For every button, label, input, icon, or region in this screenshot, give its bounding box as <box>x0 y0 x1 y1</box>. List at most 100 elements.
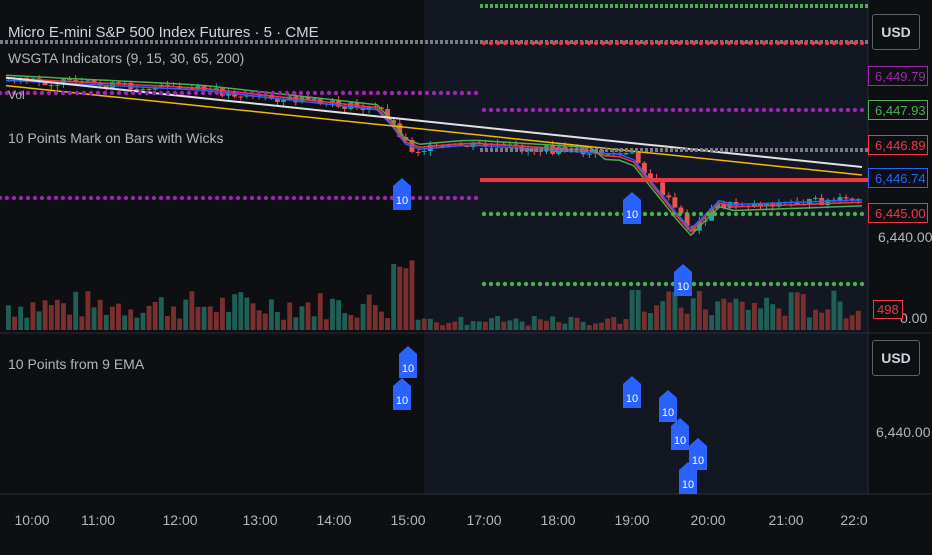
volume-bar <box>641 311 647 330</box>
volume-bar <box>800 294 806 330</box>
lower-marker[interactable]: 10 <box>393 378 411 410</box>
volume-bar <box>562 323 568 330</box>
lower-marker[interactable]: 10 <box>671 418 689 450</box>
level-dots-purple-1 <box>172 90 178 96</box>
volume-bar <box>580 321 586 330</box>
volume-legend[interactable]: Vol <box>8 88 25 102</box>
volume-bar <box>513 318 519 330</box>
volume-bar <box>678 307 684 330</box>
level-dots-red <box>523 40 529 46</box>
lower-marker[interactable]: 10 <box>399 346 417 378</box>
candle-body <box>268 94 274 99</box>
level-dots-purple-2 <box>817 107 823 113</box>
level-dots-green <box>600 211 606 217</box>
candle-body <box>348 102 354 109</box>
wick-indicator-legend[interactable]: 10 Points Mark on Bars with Wicks <box>8 130 224 146</box>
level-dots-purple-2 <box>593 107 599 113</box>
marker-label: 10 <box>396 195 408 207</box>
level-dots-purple-1 <box>200 90 206 96</box>
price-tag-red: 6,446.89 <box>868 135 928 155</box>
currency-button-top[interactable]: USD <box>872 14 920 50</box>
level-dots-purple-2 <box>509 107 515 113</box>
candle-body <box>103 84 109 89</box>
level-dots-purple-3 <box>256 195 262 201</box>
volume-bar <box>489 318 494 330</box>
volume-bar <box>739 301 745 330</box>
level-dots-green-2 <box>565 281 571 287</box>
candle-body <box>134 88 140 90</box>
level-dots-purple-1 <box>375 90 381 96</box>
volume-bar <box>73 291 79 330</box>
level-dots-purple-1 <box>284 90 290 96</box>
symbol-title[interactable]: Micro E-mini S&P 500 Index Futures · 5 ·… <box>8 24 319 41</box>
level-dots-red <box>558 40 564 46</box>
volume-bar <box>660 301 666 330</box>
volume-bar <box>623 319 629 330</box>
marker-label: 10 <box>402 363 414 375</box>
level-dots-green <box>859 211 865 217</box>
level-dots-green-2 <box>607 281 613 287</box>
level-dots-purple-1 <box>95 90 101 96</box>
candle-body <box>458 143 464 146</box>
level-dots-purple-1 <box>347 90 353 96</box>
upper-marker[interactable]: 10 <box>623 192 641 224</box>
volume-bar <box>849 315 855 330</box>
level-dots-purple-3 <box>151 195 157 201</box>
volume-bar <box>97 299 103 330</box>
level-dots-green <box>747 211 753 217</box>
level-dots-green <box>684 211 690 217</box>
ema-indicator-legend[interactable]: WSGTA Indicators (9, 15, 30, 65, 200) <box>8 50 245 66</box>
level-dots-red <box>726 40 732 46</box>
level-dots-green <box>838 211 844 217</box>
marker-label: 10 <box>677 281 689 293</box>
level-dots-purple-1 <box>158 90 164 96</box>
level-dots-green-2 <box>747 281 753 287</box>
volume-bar <box>758 308 763 330</box>
level-dots-purple-3 <box>158 195 164 201</box>
candle-body <box>641 162 647 174</box>
marker-label: 10 <box>662 407 674 419</box>
lower-marker[interactable]: 10 <box>679 462 697 494</box>
level-dots-purple-3 <box>410 195 416 201</box>
level-dots-green <box>789 211 795 217</box>
volume-bar <box>684 313 690 330</box>
candle-body <box>531 149 537 151</box>
lower-marker[interactable]: 10 <box>623 376 641 408</box>
level-dots-green <box>803 211 809 217</box>
level-dots-purple-1 <box>305 90 311 96</box>
candle-body <box>61 79 66 85</box>
level-dots-purple-1 <box>340 90 346 96</box>
level-dots-purple-2 <box>488 107 494 113</box>
level-dots-red <box>838 40 844 46</box>
currency-button-bottom[interactable]: USD <box>872 340 920 376</box>
candle-body <box>421 150 427 153</box>
volume-bar <box>256 310 262 330</box>
marker-label: 10 <box>626 209 638 221</box>
time-tick-label: 20:00 <box>690 512 726 528</box>
level-dots-green-2 <box>740 281 746 287</box>
level-dots-purple-1 <box>32 90 38 96</box>
lower-marker[interactable]: 10 <box>659 390 677 422</box>
level-dots-purple-3 <box>424 195 430 201</box>
ema-distance-indicator-legend[interactable]: 10 Points from 9 EMA <box>8 356 145 372</box>
level-dots-green <box>761 211 767 217</box>
candle-body <box>189 88 195 90</box>
candle-body <box>751 203 757 207</box>
volume-bar <box>213 312 219 330</box>
volume-bar <box>776 308 782 330</box>
level-dots-purple-3 <box>333 195 339 201</box>
volume-bar <box>183 299 189 330</box>
level-dots-green-2 <box>775 281 781 287</box>
ema-15-line <box>5 77 863 233</box>
candle-body <box>385 108 390 121</box>
volume-bar <box>690 298 696 330</box>
level-dots-green-2 <box>698 281 704 287</box>
upper-marker[interactable]: 10 <box>674 264 692 296</box>
level-dots-purple-3 <box>284 195 290 201</box>
volume-bar <box>568 316 574 330</box>
level-dots-green <box>768 211 774 217</box>
upper-marker[interactable]: 10 <box>393 178 411 210</box>
lower-marker[interactable]: 10 <box>689 438 707 470</box>
